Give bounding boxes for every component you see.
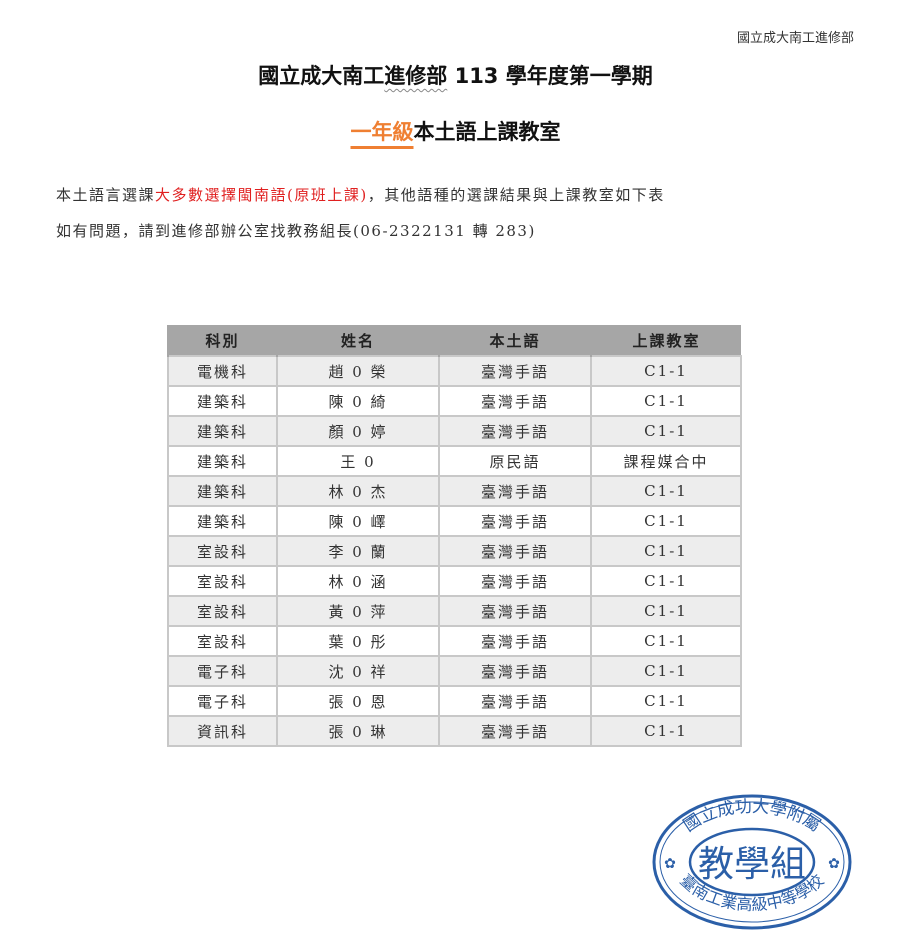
classroom-table: 科別 姓名 本土語 上課教室 電機科趙 0 榮臺灣手語 C1-1 建築科陳 0 綺臺灣手語…: [167, 325, 742, 747]
p1-red: 大多數選擇閩南語(原班上課): [155, 186, 368, 204]
title-part3: 113 學年度第一學期: [447, 64, 653, 88]
language-cell: 臺灣手語: [438, 475, 592, 507]
title-part2: 進修部: [384, 64, 448, 88]
department-cell: 室設科: [167, 565, 278, 597]
department-cell: 建築科: [167, 445, 278, 477]
subtitle-rest: 本土語上課教室: [413, 120, 561, 144]
table-header-row: 科別 姓名 本土語 上課教室: [167, 325, 741, 356]
table-row: 建築科陳 0 嶧臺灣手語 C1-1: [167, 505, 742, 537]
table-row: 建築科陳 0 綺臺灣手語 C1-1: [167, 385, 742, 417]
name-cell: 陳 0 綺: [276, 385, 440, 417]
name-cell: 趙 0 榮: [276, 355, 440, 387]
department-cell: 建築科: [167, 505, 278, 537]
department-cell: 室設科: [167, 535, 278, 567]
language-cell: 原民語: [438, 445, 592, 477]
paragraph-1: 本土語言選課大多數選擇閩南語(原班上課)，其他語種的選課結果與上課教室如下表: [56, 184, 665, 205]
table-row: 電子科沈 0 祥臺灣手語 C1-1: [167, 655, 742, 687]
document-title: 國立成大南工進修部 113 學年度第一學期: [0, 60, 911, 90]
department-cell: 建築科: [167, 385, 278, 417]
p1-after: ，其他語種的選課結果與上課教室如下表: [367, 186, 665, 204]
table-row: 建築科王 0 原民語 課程媒合中: [167, 445, 742, 477]
language-cell: 臺灣手語: [438, 595, 592, 627]
classroom-cell: 課程媒合中: [590, 445, 742, 477]
classroom-cell: C1-1: [590, 475, 742, 507]
table-row: 電子科張 0 恩臺灣手語 C1-1: [167, 685, 742, 717]
department-cell: 建築科: [167, 475, 278, 507]
table-row: 室設科李 0 蘭臺灣手語 C1-1: [167, 535, 742, 567]
name-cell: 顏 0 婷: [276, 415, 440, 447]
column-header: 科別: [167, 325, 277, 356]
name-cell: 林 0 涵: [276, 565, 440, 597]
classroom-cell: C1-1: [590, 685, 742, 717]
table-row: 室設科黃 0 萍臺灣手語 C1-1: [167, 595, 742, 627]
classroom-cell: C1-1: [590, 565, 742, 597]
department-cell: 建築科: [167, 415, 278, 447]
name-cell: 王 0: [276, 445, 440, 477]
column-header: 上課教室: [590, 325, 741, 356]
header-note: 國立成大南工進修部: [736, 31, 854, 46]
classroom-cell: C1-1: [590, 655, 742, 687]
document-subtitle: 一年級本土語上課教室: [0, 116, 911, 146]
paragraph-2: 如有問題，請到進修部辦公室找教務組長(06-2322131 轉 283): [56, 222, 536, 240]
table-row: 室設科葉 0 彤臺灣手語 C1-1: [167, 625, 742, 657]
language-cell: 臺灣手語: [438, 385, 592, 417]
p1-before: 本土語言選課: [56, 186, 156, 204]
language-cell: 臺灣手語: [438, 535, 592, 567]
name-cell: 沈 0 祥: [276, 655, 440, 687]
language-cell: 臺灣手語: [438, 655, 592, 687]
classroom-cell: C1-1: [590, 415, 742, 447]
name-cell: 葉 0 彤: [276, 625, 440, 657]
table-row: 室設科林 0 涵臺灣手語 C1-1: [167, 565, 742, 597]
subtitle-highlight: 一年級: [350, 120, 414, 144]
classroom-cell: C1-1: [590, 625, 742, 657]
stamp-center-text: 教學組: [698, 844, 806, 885]
classroom-cell: C1-1: [590, 535, 742, 567]
name-cell: 張 0 恩: [276, 685, 440, 717]
classroom-cell: C1-1: [590, 385, 742, 417]
table-row: 建築科林 0 杰臺灣手語 C1-1: [167, 475, 742, 507]
name-cell: 張 0 琳: [276, 715, 440, 747]
title-part1: 國立成大南工: [258, 64, 385, 88]
language-cell: 臺灣手語: [438, 565, 592, 597]
classroom-cell: C1-1: [590, 595, 742, 627]
language-cell: 臺灣手語: [438, 415, 592, 447]
table-row: 建築科顏 0 婷臺灣手語 C1-1: [167, 415, 742, 447]
department-cell: 室設科: [167, 625, 278, 657]
department-cell: 電子科: [167, 655, 278, 687]
language-cell: 臺灣手語: [438, 355, 592, 387]
department-cell: 電子科: [167, 685, 278, 717]
table-row: 資訊科張 0 琳臺灣手語 C1-1: [167, 715, 742, 747]
classroom-cell: C1-1: [590, 505, 742, 537]
language-cell: 臺灣手語: [438, 505, 592, 537]
language-cell: 臺灣手語: [438, 625, 592, 657]
stamp-top-text: 國立成功大學附屬: [680, 797, 824, 836]
name-cell: 陳 0 嶧: [276, 505, 440, 537]
table-row: 電機科趙 0 榮臺灣手語 C1-1: [167, 355, 742, 387]
department-cell: 室設科: [167, 595, 278, 627]
department-cell: 資訊科: [167, 715, 278, 747]
column-header: 本土語: [438, 325, 591, 356]
name-cell: 黃 0 萍: [276, 595, 440, 627]
plum-blossom-icon: ✿: [664, 856, 676, 872]
name-cell: 李 0 蘭: [276, 535, 440, 567]
stamp-seal: 國立成功大學附屬 臺南工業高級中等學校 教學組 ✿ ✿: [652, 794, 852, 930]
classroom-cell: C1-1: [590, 715, 742, 747]
column-header: 姓名: [276, 325, 439, 356]
name-cell: 林 0 杰: [276, 475, 440, 507]
language-cell: 臺灣手語: [438, 715, 592, 747]
classroom-cell: C1-1: [590, 355, 742, 387]
plum-blossom-icon: ✿: [828, 856, 840, 872]
language-cell: 臺灣手語: [438, 685, 592, 717]
department-cell: 電機科: [167, 355, 278, 387]
